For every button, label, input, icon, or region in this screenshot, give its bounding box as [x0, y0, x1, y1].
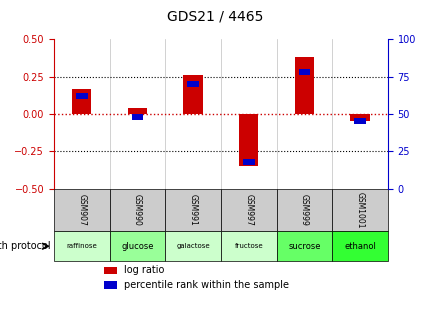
Text: galactose: galactose [176, 243, 209, 249]
Text: percentile rank within the sample: percentile rank within the sample [124, 280, 289, 290]
FancyBboxPatch shape [109, 231, 165, 261]
FancyBboxPatch shape [276, 189, 332, 231]
FancyBboxPatch shape [54, 189, 109, 231]
Text: log ratio: log ratio [124, 265, 164, 275]
Bar [353, 118, 365, 124]
FancyBboxPatch shape [276, 231, 332, 261]
Bar [298, 69, 310, 75]
Bar [187, 81, 198, 87]
Bar [243, 159, 254, 165]
Text: sucrose: sucrose [288, 242, 320, 251]
Bar [183, 75, 203, 114]
Text: GSM991: GSM991 [188, 194, 197, 226]
FancyBboxPatch shape [221, 189, 276, 231]
FancyBboxPatch shape [165, 231, 221, 261]
FancyBboxPatch shape [332, 231, 387, 261]
FancyBboxPatch shape [332, 189, 387, 231]
Text: GSM997: GSM997 [244, 194, 253, 226]
Text: fructose: fructose [234, 243, 262, 249]
Text: raffinose: raffinose [66, 243, 97, 249]
Bar [76, 93, 87, 99]
Bar [238, 114, 258, 166]
Text: growth protocol: growth protocol [0, 241, 51, 251]
Text: ethanol: ethanol [343, 242, 375, 251]
Bar [294, 57, 313, 114]
Text: GSM907: GSM907 [77, 194, 86, 226]
FancyBboxPatch shape [221, 231, 276, 261]
Text: GDS21 / 4465: GDS21 / 4465 [167, 10, 263, 24]
Bar [72, 89, 91, 114]
Bar [104, 267, 117, 274]
Text: glucose: glucose [121, 242, 153, 251]
Bar [127, 108, 147, 114]
Text: GSM990: GSM990 [132, 194, 141, 226]
FancyBboxPatch shape [54, 231, 109, 261]
FancyBboxPatch shape [109, 189, 165, 231]
Bar [350, 114, 369, 121]
FancyBboxPatch shape [165, 189, 221, 231]
Text: GSM1001: GSM1001 [355, 192, 364, 228]
Bar [131, 114, 143, 120]
Text: GSM999: GSM999 [299, 194, 308, 226]
Bar [104, 282, 117, 289]
